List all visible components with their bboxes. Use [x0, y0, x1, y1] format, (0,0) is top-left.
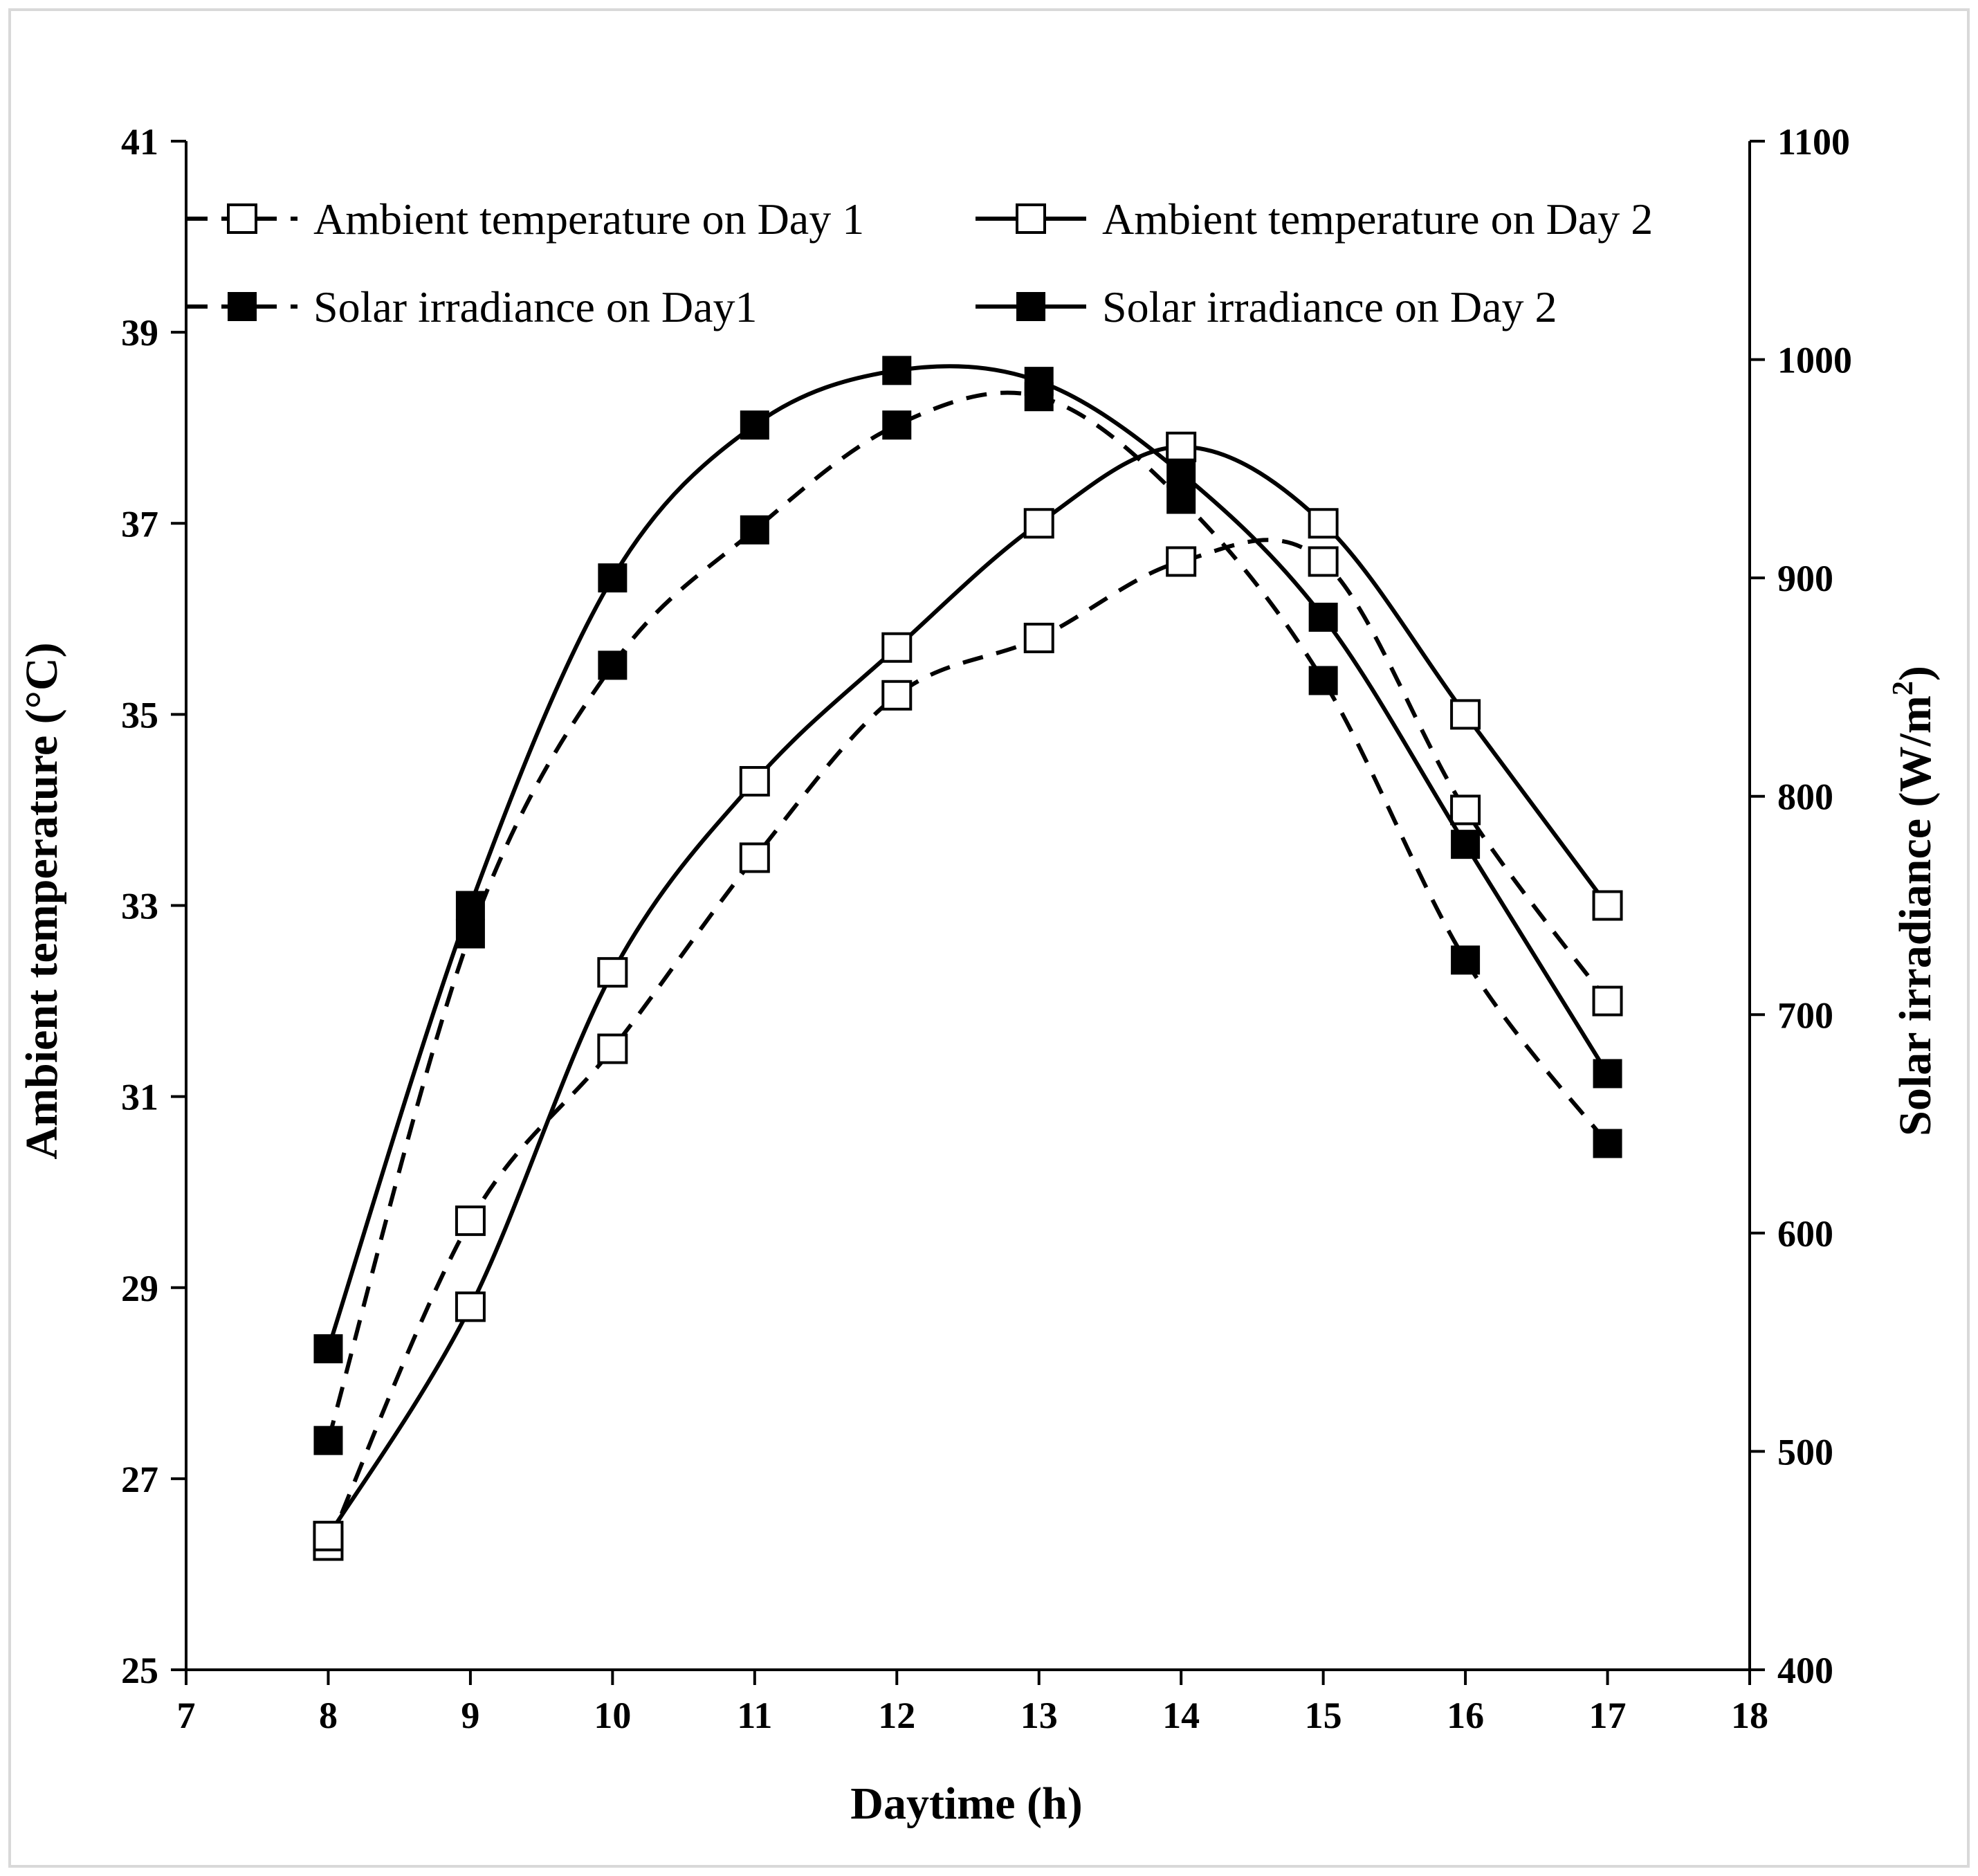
legend-marker-ambient-day2	[1016, 203, 1046, 234]
x-tick-label: 16	[1447, 1695, 1484, 1736]
legend-label-irradiance-day2: Solar irradiance on Day 2	[1102, 282, 1557, 331]
point-ambient-day2	[313, 1520, 344, 1551]
point-ambient-day1	[455, 1205, 486, 1237]
y2-tick-label: 400	[1777, 1650, 1833, 1691]
point-irradiance-day2	[313, 1334, 343, 1364]
point-ambient-day1	[1450, 794, 1481, 826]
x-axis-title: Daytime (h)	[850, 1778, 1082, 1829]
y-tick-label: 37	[121, 503, 158, 545]
figure-frame	[8, 8, 1970, 1868]
series-line-ambient-day1	[326, 538, 1609, 1547]
y2-tick-label: 800	[1777, 776, 1833, 818]
y-tick-label: 25	[121, 1650, 158, 1691]
point-ambient-day1	[739, 842, 770, 873]
point-irradiance-day2	[1308, 602, 1338, 632]
y2-axis-title-sup: 2	[1887, 681, 1919, 695]
y2-axis-title-close: )	[1890, 666, 1941, 681]
point-irradiance-day1	[882, 410, 912, 440]
point-irradiance-day1	[313, 1426, 343, 1455]
legend-label-ambient-day2: Ambient temperature on Day 2	[1102, 194, 1653, 244]
point-irradiance-day2	[1451, 830, 1481, 859]
y2-axis-title-main: Solar irradiance (W/m	[1890, 695, 1941, 1136]
point-irradiance-day1	[1308, 666, 1338, 695]
point-irradiance-day1	[598, 650, 628, 680]
y2-axis-title: Solar irradiance (W/m2)	[1887, 666, 1941, 1136]
x-tick-label: 11	[737, 1695, 772, 1736]
legend: Ambient temperature on Day 1 Ambient temp…	[187, 194, 1653, 331]
point-ambient-day1	[1592, 985, 1623, 1017]
point-ambient-day2	[1450, 699, 1481, 730]
point-ambient-day2	[597, 957, 628, 988]
point-irradiance-day2	[882, 356, 912, 385]
point-irradiance-day2	[1024, 367, 1054, 397]
point-irradiance-day2	[1166, 458, 1196, 488]
y-tick-label: 29	[121, 1268, 158, 1309]
point-irradiance-day1	[455, 919, 485, 949]
y-tick-label: 35	[121, 694, 158, 736]
x-tick-label: 7	[177, 1695, 196, 1736]
point-irradiance-day2	[455, 891, 485, 920]
point-ambient-day2	[455, 1291, 486, 1322]
x-tick-label: 14	[1162, 1695, 1200, 1736]
legend-marker-irradiance-day2	[1016, 292, 1045, 321]
x-tick-label: 8	[319, 1695, 338, 1736]
x-tick-label: 15	[1305, 1695, 1342, 1736]
point-ambient-day2	[1592, 890, 1623, 921]
x-tick-label: 12	[878, 1695, 915, 1736]
axes: 7 8 9 10 11 12 13 14 15 16 17 18 25 27 29 31 33 35 37 39 41 4…	[121, 121, 1852, 1736]
y2-tick-label: 900	[1777, 558, 1833, 599]
series-line-irradiance-day2	[326, 364, 1610, 1350]
point-ambient-day2	[739, 766, 770, 797]
y-axis-title: Ambient temperature (°C)	[17, 642, 67, 1159]
series-line-irradiance-day1	[326, 390, 1609, 1441]
point-ambient-day1	[881, 680, 913, 711]
x-tick-label: 9	[461, 1695, 479, 1736]
point-irradiance-day1	[1166, 484, 1196, 514]
x-tick-label: 18	[1731, 1695, 1768, 1736]
point-irradiance-day1	[1451, 945, 1481, 975]
y2-tick-label: 700	[1777, 994, 1833, 1036]
point-ambient-day2	[881, 632, 913, 663]
x-tick-label: 13	[1020, 1695, 1058, 1736]
legend-label-irradiance-day1: Solar irradiance on Day1	[313, 282, 758, 331]
point-irradiance-day2	[598, 563, 628, 593]
series-layer	[313, 356, 1623, 1561]
point-ambient-day1	[1023, 622, 1054, 653]
legend-marker-irradiance-day1	[228, 292, 257, 321]
point-ambient-day1	[1308, 546, 1339, 577]
y-tick-label: 39	[121, 312, 158, 354]
point-ambient-day2	[1023, 508, 1054, 539]
point-ambient-day2	[1308, 508, 1339, 539]
point-irradiance-day1	[740, 515, 769, 545]
series-line-ambient-day2	[326, 444, 1609, 1538]
y-tick-label: 31	[121, 1077, 158, 1118]
y-tick-label: 33	[121, 886, 158, 927]
y2-tick-label: 1000	[1777, 340, 1852, 381]
point-irradiance-day2	[1593, 1059, 1622, 1089]
point-ambient-day1	[1166, 546, 1197, 577]
x-tick-label: 10	[594, 1695, 631, 1736]
point-ambient-day1	[597, 1033, 628, 1064]
y-tick-label: 27	[121, 1459, 158, 1500]
y2-tick-label: 1100	[1777, 121, 1850, 163]
legend-marker-ambient-day1	[227, 203, 257, 234]
point-irradiance-day2	[740, 410, 769, 440]
point-irradiance-day1	[1593, 1129, 1622, 1158]
legend-label-ambient-day1: Ambient temperature on Day 1	[313, 194, 864, 244]
y2-tick-label: 500	[1777, 1431, 1833, 1473]
point-ambient-day2	[1166, 431, 1197, 462]
x-tick-label: 17	[1589, 1695, 1627, 1736]
y2-tick-label: 600	[1777, 1213, 1833, 1255]
y-tick-label: 41	[121, 121, 158, 163]
